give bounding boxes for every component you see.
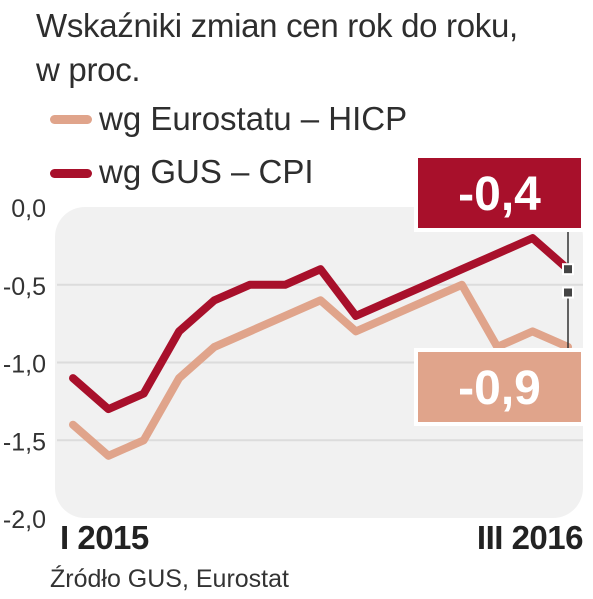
marker-cpi	[562, 263, 574, 276]
callout-hicp-value: -0,9	[458, 362, 541, 415]
chart-title-line-2: w proc.	[36, 51, 141, 88]
source-note: Źródło GUS, Eurostat	[50, 565, 289, 593]
callout-cpi-box	[418, 158, 581, 228]
y-tick-label: -1,5	[3, 428, 46, 456]
chart-title-line-1: Wskaźniki zmian cen rok do roku,	[36, 7, 518, 44]
y-tick-label: -1,0	[3, 351, 46, 379]
x-axis-end-label: III 2016	[476, 519, 584, 556]
marker-hicp	[562, 286, 574, 299]
series-line-hicp	[69, 280, 572, 460]
y-tick-label: 0,0	[11, 195, 46, 223]
callout-hicp-box	[418, 352, 581, 422]
legend-swatch-cpi	[50, 169, 92, 178]
legend-label-cpi: wg GUS – CPI	[99, 153, 314, 190]
callout-cpi-value: -0,4	[458, 168, 541, 221]
y-tick-label: -2,0	[3, 506, 46, 534]
series-line-cpi	[69, 234, 572, 414]
chart-title: Wskaźniki zmian cen rok do roku, w proc.	[36, 4, 586, 92]
x-axis-start-label: I 2015	[60, 519, 149, 556]
y-tick-label: -0,5	[3, 273, 46, 301]
legend-swatch-hicp	[50, 115, 92, 124]
legend-label-hicp: wg Eurostatu – HICP	[99, 100, 408, 137]
